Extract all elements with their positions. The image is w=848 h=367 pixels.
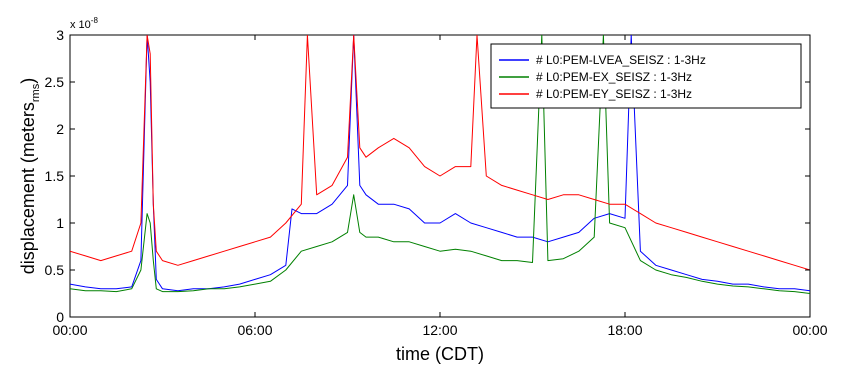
- series-layer: [70, 35, 810, 294]
- series-line-1: [70, 35, 810, 294]
- x-tick-label: 06:00: [237, 322, 272, 338]
- legend: # L0:PEM-LVEA_SEISZ : 1-3Hz # L0:PEM-EX_…: [490, 43, 802, 109]
- x-tick-label: 00:00: [52, 322, 87, 338]
- y-tick-label: 1.5: [45, 168, 65, 184]
- y-tick-label: 0.5: [45, 262, 65, 278]
- y-tick-label: 1: [56, 215, 64, 231]
- y-axis-label: displacement (metersrms): [18, 78, 42, 274]
- y-tick-label: 0: [56, 309, 64, 325]
- x-axis-label: time (CDT): [396, 344, 484, 364]
- x-tick-label: 00:00: [792, 322, 827, 338]
- legend-box: [490, 43, 802, 109]
- y-tick-label: 2: [56, 121, 64, 137]
- x-axis: 00:00 06:00 12:00 18:00 00:00: [52, 35, 828, 338]
- series-line-0: [70, 35, 810, 292]
- legend-label-ex: # L0:PEM-EX_SEISZ : 1-3Hz: [536, 70, 692, 84]
- y-tick-label: 3: [56, 27, 64, 43]
- y-tick-label: 2.5: [45, 74, 65, 90]
- y-exponent-label: x 10-8: [70, 16, 98, 31]
- series-line-2: [70, 35, 810, 271]
- y-axis: 0 0.5 1 1.5 2 2.5 3: [45, 27, 810, 325]
- x-tick-label: 12:00: [422, 322, 457, 338]
- legend-label-ey: # L0:PEM-EY_SEISZ : 1-3Hz: [536, 87, 692, 101]
- legend-label-lvea: # L0:PEM-LVEA_SEISZ : 1-3Hz: [536, 53, 706, 67]
- x-tick-label: 18:00: [607, 322, 642, 338]
